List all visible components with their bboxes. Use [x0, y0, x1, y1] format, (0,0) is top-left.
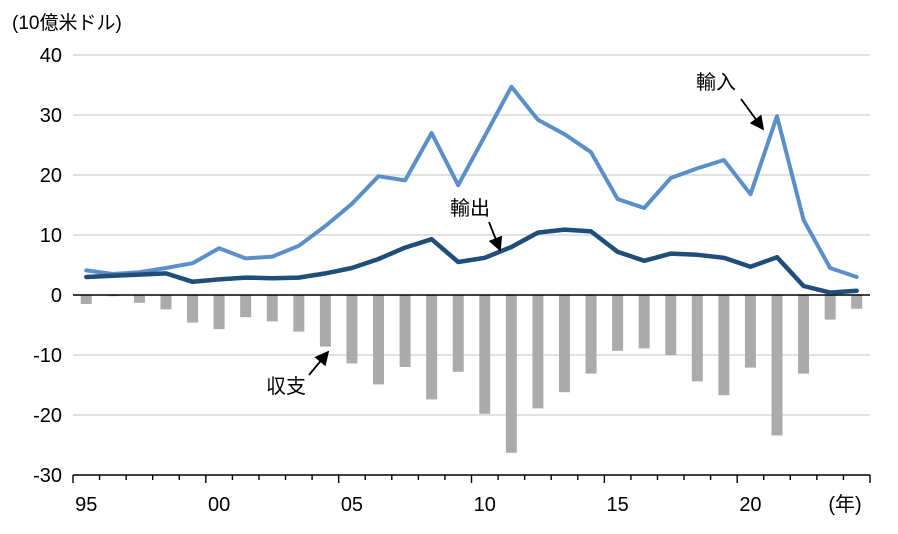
x-axis-labels: 95 00 05 10 15 20 (年)	[75, 493, 862, 516]
imports-line	[84, 84, 859, 279]
imports-annotation-arrow	[740, 98, 765, 131]
y-axis-labels: 40 30 20 10 0 -10 -20 -30	[33, 45, 62, 487]
exports-annotation-arrow	[488, 221, 503, 252]
balance-bar	[824, 295, 836, 320]
balance-bar	[80, 295, 92, 304]
balance-bar	[187, 295, 199, 323]
y-tick-label: -30	[33, 465, 62, 487]
balance-bar	[691, 295, 703, 382]
balance-bar	[133, 295, 145, 303]
x-axis-year-suffix: (年)	[828, 493, 861, 516]
balance-bar	[452, 295, 464, 372]
exports-line	[84, 227, 859, 295]
balance-bar	[638, 295, 650, 349]
balance-bar	[744, 295, 756, 368]
balance-bar	[479, 295, 491, 414]
x-tick-label: 10	[474, 494, 496, 516]
y-tick-label: 0	[51, 285, 62, 307]
x-tick-label: 20	[739, 494, 761, 516]
balance-bar	[532, 295, 544, 409]
balance-bar	[771, 295, 783, 436]
balance-bar	[240, 295, 252, 318]
balance-bar	[585, 295, 597, 374]
y-tick-label: 10	[40, 225, 62, 247]
x-tick-label: 00	[208, 494, 230, 516]
gridlines	[73, 54, 870, 416]
y-tick-label: 30	[40, 105, 62, 127]
balance-bar	[346, 295, 358, 364]
x-tick-label: 95	[75, 494, 97, 516]
balance-bar	[505, 295, 517, 453]
y-tick-label: -10	[33, 345, 62, 367]
x-tick-label: 15	[606, 494, 628, 516]
balance-bar	[718, 295, 730, 396]
balance-bar	[426, 295, 438, 400]
balance-annotation-arrow	[308, 350, 330, 376]
y-tick-label: -20	[33, 405, 62, 427]
y-axis-unit-label: (10億米ドル)	[12, 13, 122, 34]
balance-bar	[160, 295, 172, 310]
balance-bar	[558, 295, 570, 393]
y-tick-label: 20	[40, 165, 62, 187]
balance-bar	[266, 295, 278, 322]
balance-bar	[612, 295, 624, 351]
x-tick-label: 05	[341, 494, 363, 516]
exports-annotation-label: 輸出	[450, 197, 490, 220]
balance-bar	[319, 295, 331, 347]
balance-bar	[213, 295, 225, 330]
balance-bars	[80, 295, 863, 453]
x-axis	[72, 474, 871, 483]
balance-bar	[293, 295, 305, 332]
balance-annotation-label: 収支	[266, 375, 306, 398]
balance-bar	[665, 295, 677, 355]
y-tick-label: 40	[40, 45, 62, 67]
balance-bar	[399, 295, 411, 367]
balance-bar	[798, 295, 810, 374]
balance-bar	[373, 295, 385, 385]
imports-annotation-label: 輸入	[696, 71, 736, 94]
balance-bar	[851, 295, 863, 309]
